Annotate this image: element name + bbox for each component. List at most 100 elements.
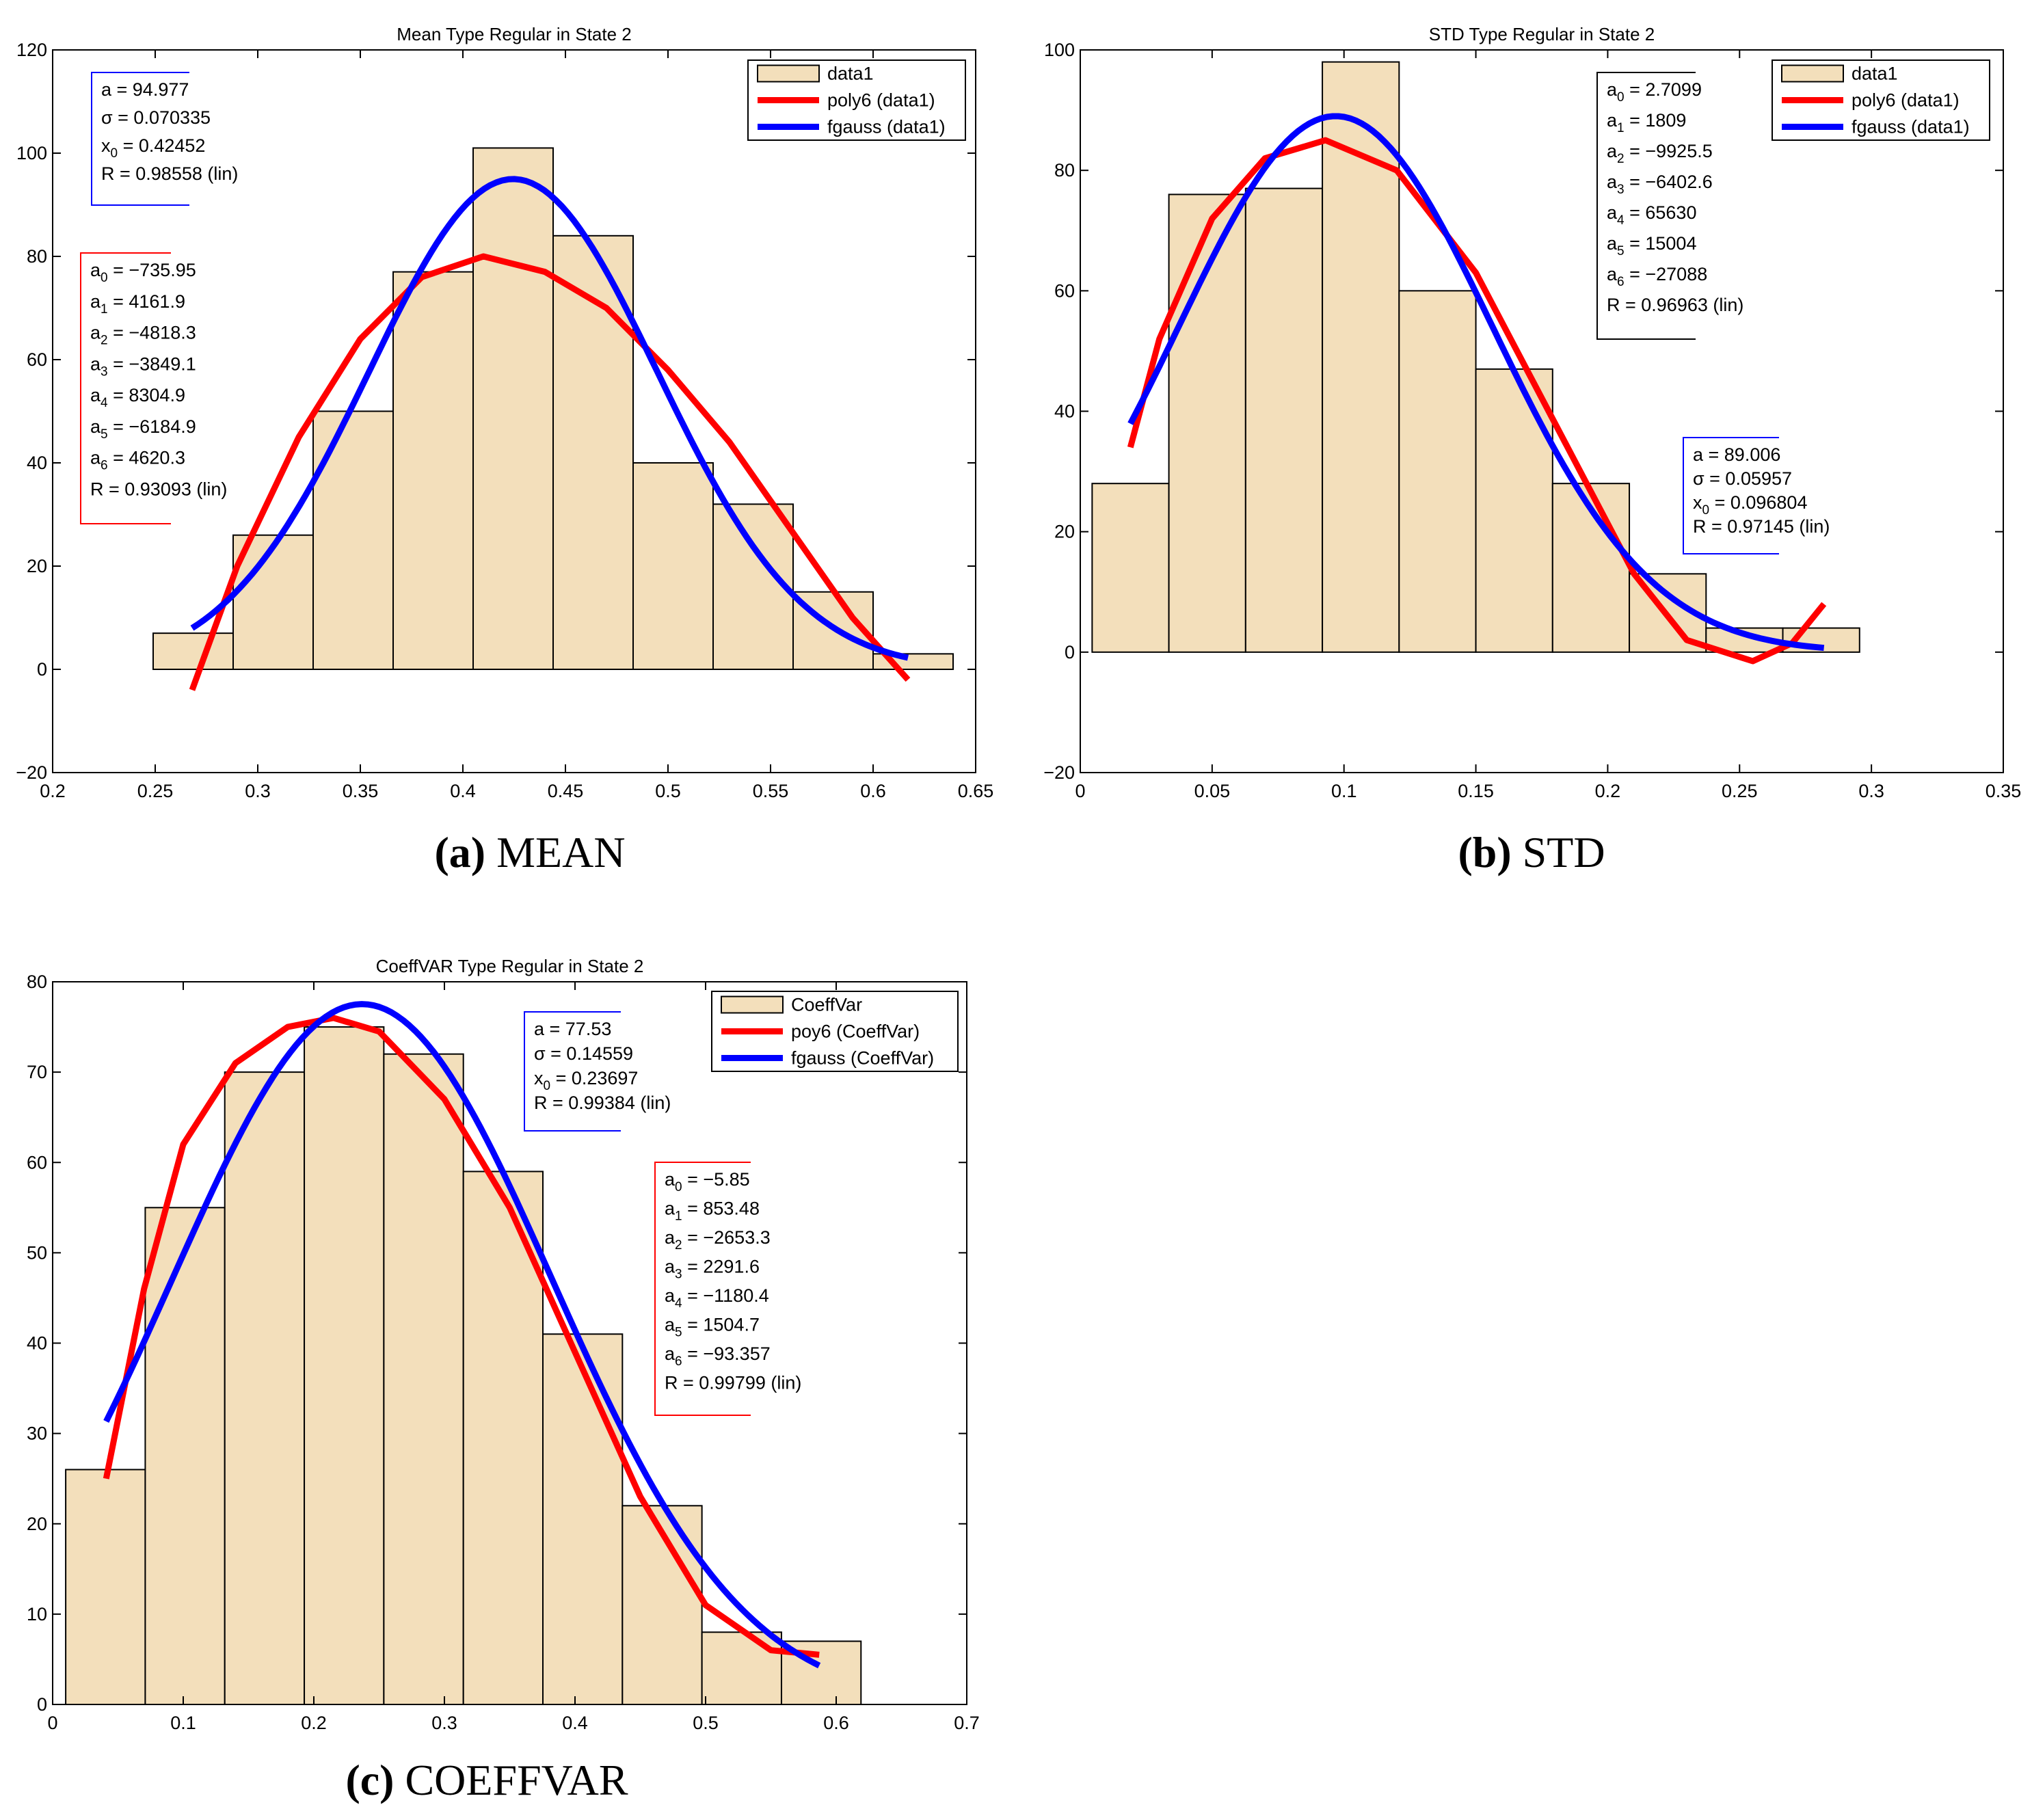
annotation-line: R = 0.98558 (lin) [101,163,238,184]
annotation-line: a6 = −27088 [1607,264,1707,289]
annotation-line: x0 = 0.42452 [101,135,205,161]
histogram-bar [1091,483,1170,653]
gaussian-fit-curve [103,1001,821,1669]
annotation-box [654,1162,751,1416]
y-tick-label: 0 [37,659,47,680]
chart-title: STD Type Regular in State 2 [1429,24,1655,44]
histogram-bar [392,271,474,670]
annotation-line: a2 = −2653.3 [665,1227,771,1253]
annotation-line: a4 = 8304.9 [90,385,185,410]
y-tick-label: 0 [1065,642,1075,663]
legend-label: data1 [1851,64,1898,84]
histogram-bar [472,147,554,670]
axes-frame [52,49,976,773]
annotation-line: a4 = −1180.4 [665,1285,769,1311]
annotation-line: R = 0.96963 (lin) [1607,295,1743,315]
y-tick-label: 100 [16,143,47,163]
annotation-line: a1 = 4161.9 [90,291,185,317]
x-tick-label: 0.6 [860,781,886,801]
x-tick-label: 0.65 [958,781,994,801]
annotation-line: σ = 0.14559 [534,1043,633,1064]
annotation-line: x0 = 0.23697 [534,1068,638,1093]
y-tick-label: 0 [37,1694,47,1715]
histogram-bar [1398,290,1477,653]
caption-c: (c) COEFFVAR [345,1756,628,1804]
annotation-box [91,72,189,206]
x-tick-label: 0.4 [562,1713,588,1733]
x-tick-label: 0.2 [1595,781,1621,801]
legend-label: CoeffVar [791,995,862,1015]
x-tick-label: 0.1 [1331,781,1357,801]
y-tick-label: 100 [1044,40,1075,60]
y-tick-label: 10 [27,1604,47,1624]
chart-2: 0 0.05 0.1 0.15 0.2 0.25 0.3 0.35−2002040608010… [1043,24,2021,801]
x-tick-label: 0.35 [343,781,379,801]
histogram-bar [552,235,634,670]
x-tick-label: 0.2 [40,781,66,801]
x-tick-label: 0.6 [823,1713,849,1733]
y-tick-label: 70 [27,1062,47,1082]
legend-label: fgauss (data1) [1851,117,1970,137]
histogram-bar [1244,187,1324,653]
annotation-line: σ = 0.070335 [101,107,211,128]
y-tick-label: 80 [27,972,47,992]
x-tick-label: 0.3 [431,1713,457,1733]
x-tick-label: 0.2 [301,1713,327,1733]
annotation-line: σ = 0.05957 [1693,468,1792,489]
annotation-line: a6 = −93.357 [665,1343,771,1369]
histogram-bar [304,1026,385,1705]
annotation-line: a6 = 4620.3 [90,448,185,473]
chart-title: Mean Type Regular in State 2 [397,24,632,44]
chart-1: 0.2 0.25 0.3 0.35 0.4 0.45 0.5 0.55 0.6 0.65 −20 0 2… [16,24,993,801]
annotation-line: a3 = −6402.6 [1607,172,1713,197]
histogram-bar [65,1469,146,1706]
histogram-bar [232,534,314,671]
x-tick-label: 0.35 [1986,781,2022,801]
annotation-line: a2 = −9925.5 [1607,141,1713,166]
annotation-line: a0 = 2.7099 [1607,79,1702,105]
annotation-line: x0 = 0.096804 [1693,492,1807,518]
poly6-fit-curve [1127,137,1827,665]
histogram-bar [462,1170,544,1705]
y-tick-label: 60 [27,349,47,370]
annotation-line: a = 94.977 [101,79,189,100]
x-tick-label: 0.7 [954,1713,980,1733]
x-tick-label: 0.1 [170,1713,196,1733]
annotation-box [1596,72,1696,340]
annotation-line: R = 0.99384 (lin) [534,1093,671,1113]
histogram-bar [383,1053,464,1705]
annotation-line: a = 77.53 [534,1019,611,1039]
annotation-line: a5 = 15004 [1607,233,1696,258]
x-tick-label: 0.25 [137,781,174,801]
histogram-bar [712,503,794,671]
chart-3: 0 0.1 0.2 0.3 0.4 0.5 0.6 0.7 0 10 20 30 40 50 60 70 80 C… [27,956,980,1733]
poly6-fit-curve [103,1015,820,1658]
x-tick-label: 0.3 [1858,781,1884,801]
y-tick-label: 30 [27,1423,47,1444]
caption-a: (a) MEAN [434,828,625,876]
y-tick-label: 20 [1054,522,1075,542]
annotation-line: a = 89.006 [1693,444,1780,465]
legend-label: fgauss (CoeffVar) [791,1048,934,1069]
y-tick-label: −20 [16,762,47,783]
annotation-line: a4 = 65630 [1607,202,1696,228]
histogram-bar [152,632,234,671]
legend-label: data1 [827,64,874,84]
x-tick-label: 0.3 [245,781,271,801]
x-tick-label: 0.55 [753,781,789,801]
gaussian-fit-curve [190,176,909,661]
histogram-bar [1322,61,1400,653]
y-tick-label: 50 [27,1242,47,1263]
y-tick-label: 40 [27,1333,47,1354]
y-tick-label: 60 [1054,280,1075,301]
annotation-box [524,1011,621,1132]
chart-title: CoeffVAR Type Regular in State 2 [376,956,644,976]
annotation-line: R = 0.93093 (lin) [90,479,227,499]
annotation-line: a3 = −3849.1 [90,353,196,379]
histogram-bar [224,1071,306,1705]
legend-label: poy6 (CoeffVar) [791,1021,920,1042]
x-tick-label: 0.45 [548,781,584,801]
annotation-box [1683,437,1779,554]
x-tick-label: 0 [1075,781,1085,801]
annotation-box [80,252,171,524]
